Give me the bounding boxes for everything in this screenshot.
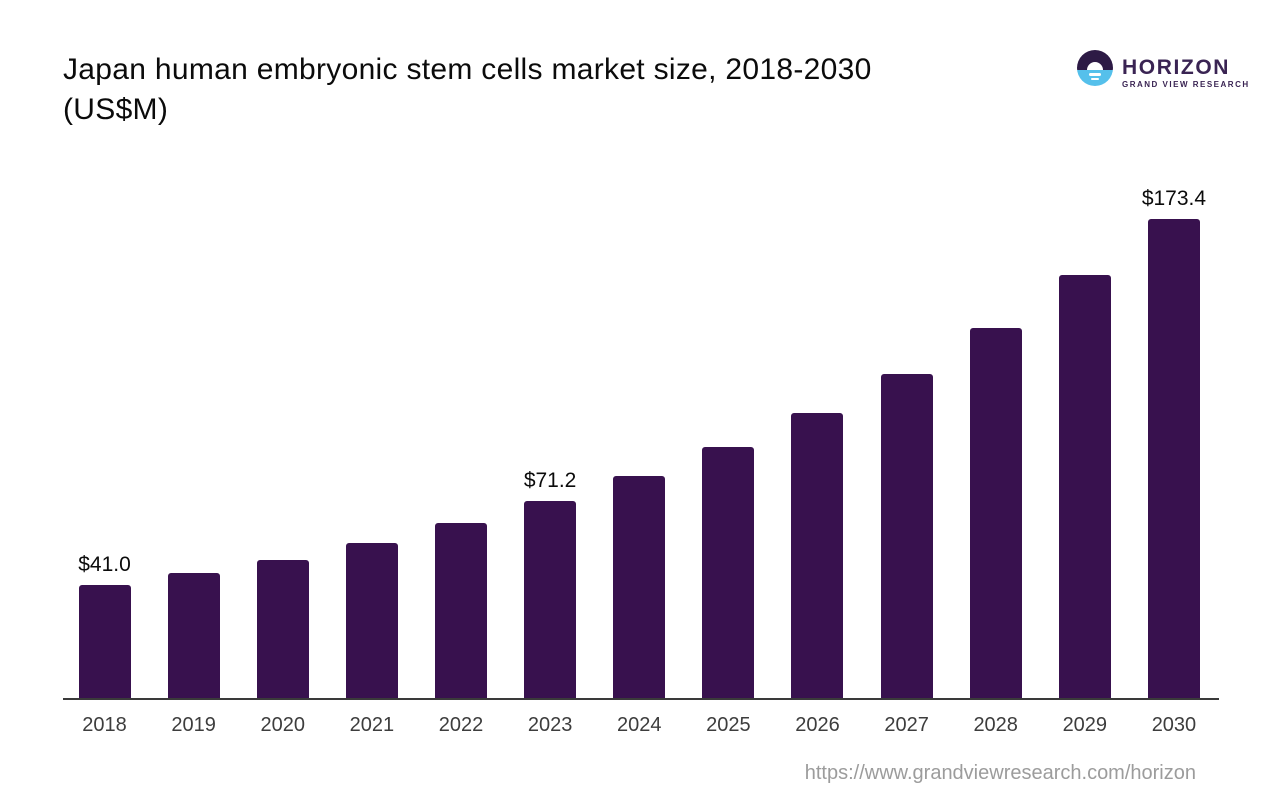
horizon-sunrise-icon bbox=[1077, 50, 1113, 86]
horizon-logo: HORIZON GRAND VIEW RESEARCH bbox=[1077, 50, 1250, 89]
x-axis-label-2028: 2028 bbox=[973, 714, 1018, 736]
bar-2021 bbox=[345, 542, 398, 698]
x-axis-label-2022: 2022 bbox=[438, 714, 484, 736]
x-axis-label-2026: 2026 bbox=[795, 714, 840, 736]
bar-2026 bbox=[791, 412, 844, 698]
logo-brand-subtitle: GRAND VIEW RESEARCH bbox=[1122, 80, 1250, 89]
bar-2027 bbox=[880, 373, 933, 698]
x-axis-label-2020: 2020 bbox=[260, 714, 305, 736]
x-axis-label-2024: 2024 bbox=[616, 714, 662, 736]
x-axis-label-2023: 2023 bbox=[527, 714, 573, 736]
logo-brand-name: HORIZON bbox=[1122, 56, 1231, 79]
bar-2022 bbox=[434, 522, 487, 698]
x-axis-label-2030: 2030 bbox=[1151, 714, 1197, 736]
bar-2018 bbox=[78, 584, 131, 698]
bar-2019 bbox=[167, 572, 220, 698]
sun-icon bbox=[1087, 62, 1103, 70]
bar-2029 bbox=[1058, 275, 1111, 698]
x-axis-label-2021: 2021 bbox=[349, 714, 395, 736]
sun-reflection-line bbox=[1091, 77, 1099, 80]
bar-2030 bbox=[1147, 219, 1200, 698]
source-url: https://www.grandviewresearch.com/horizo… bbox=[804, 762, 1196, 784]
chart-title-line2: (US$M) bbox=[63, 93, 169, 126]
bar-2020 bbox=[256, 559, 309, 698]
x-axis-label-2029: 2029 bbox=[1062, 714, 1108, 736]
x-axis-line bbox=[63, 698, 1219, 700]
sun-reflection-line bbox=[1089, 73, 1101, 76]
chart-title-line1: Japan human embryonic stem cells market … bbox=[63, 53, 872, 86]
bar-2024 bbox=[613, 476, 666, 698]
bar-value-label-2023: $71.2 bbox=[523, 469, 577, 493]
bar-2025 bbox=[702, 447, 755, 698]
bar-value-label-2030: $173.4 bbox=[1141, 187, 1207, 211]
chart-title: Japan human embryonic stem cells market … bbox=[63, 50, 1023, 130]
bar-chart: $41.0 2018 2019 2020 2021 2022 $71.2 2023 2024 20… bbox=[63, 188, 1219, 736]
bar-2028 bbox=[969, 327, 1022, 698]
bar-2023 bbox=[524, 501, 577, 698]
x-axis-label-2019: 2019 bbox=[171, 714, 216, 736]
logo-text: HORIZON GRAND VIEW RESEARCH bbox=[1122, 50, 1250, 89]
x-axis-label-2027: 2027 bbox=[884, 714, 929, 736]
x-axis-label-2018: 2018 bbox=[82, 714, 127, 736]
bar-value-label-2018: $41.0 bbox=[78, 552, 131, 576]
x-axis-label-2025: 2025 bbox=[706, 714, 751, 736]
